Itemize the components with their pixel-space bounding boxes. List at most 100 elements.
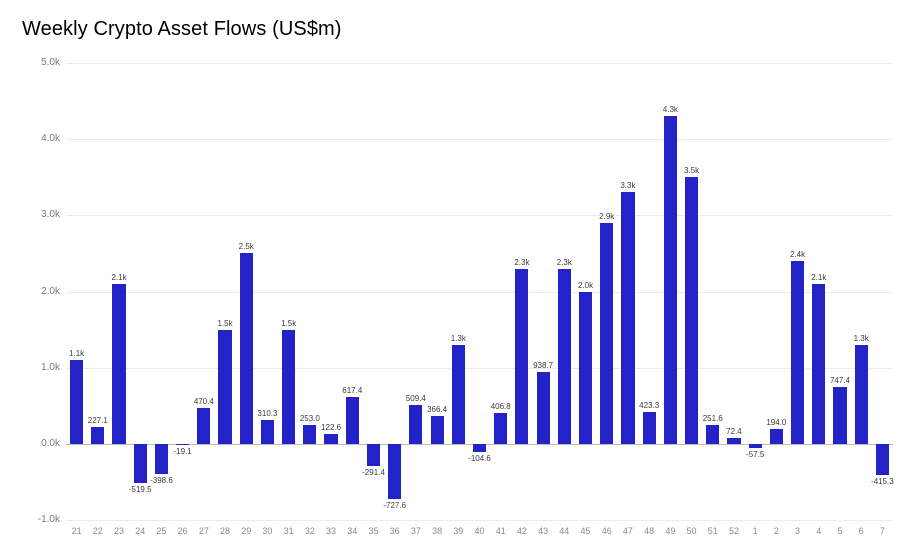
y-axis-label: 5.0k	[41, 57, 60, 68]
x-axis-tick: 33	[326, 526, 336, 536]
bar	[643, 412, 656, 444]
bar-value-label: -57.5	[746, 450, 764, 459]
bar-value-label: 2.3k	[557, 258, 572, 267]
bar-value-label: 938.7	[533, 361, 553, 370]
y-axis-label: -1.0k	[38, 514, 60, 525]
bar-value-label: 122.6	[321, 423, 341, 432]
x-axis-tick: 1	[753, 526, 758, 536]
y-gridline	[66, 368, 893, 369]
bar	[621, 192, 634, 443]
y-axis-label: 4.0k	[41, 133, 60, 144]
bar-value-label: 3.3k	[620, 181, 635, 190]
bar	[367, 444, 380, 466]
bar-value-label: -519.5	[129, 485, 152, 494]
x-axis-tick: 48	[644, 526, 654, 536]
x-axis-tick: 4	[816, 526, 821, 536]
x-axis-tick: 6	[859, 526, 864, 536]
bar-value-label: 2.3k	[514, 258, 529, 267]
bar-value-label: 423.3	[639, 401, 659, 410]
y-gridline	[66, 292, 893, 293]
bar	[388, 444, 401, 499]
x-axis-tick: 29	[241, 526, 251, 536]
bar-value-label: -291.4	[362, 468, 385, 477]
x-axis-tick: 24	[135, 526, 145, 536]
bar	[537, 372, 550, 443]
x-axis-tick: 38	[432, 526, 442, 536]
x-axis-tick: 42	[517, 526, 527, 536]
y-gridline	[66, 215, 893, 216]
x-axis-tick: 32	[305, 526, 315, 536]
bar	[176, 444, 189, 445]
bar	[303, 425, 316, 444]
bar-value-label: 2.0k	[578, 281, 593, 290]
bar	[515, 269, 528, 444]
bar-value-label: -398.6	[150, 476, 173, 485]
bar	[812, 284, 825, 444]
x-axis-tick: 23	[114, 526, 124, 536]
x-axis-tick: 49	[665, 526, 675, 536]
x-axis-tick: 25	[156, 526, 166, 536]
x-axis-tick: 45	[581, 526, 591, 536]
bar-value-label: 406.8	[491, 402, 511, 411]
bar	[473, 444, 486, 452]
bar	[452, 345, 465, 444]
bar-value-label: 72.4	[726, 427, 742, 436]
bar-value-label: -104.6	[468, 454, 491, 463]
bar-value-label: 1.5k	[281, 319, 296, 328]
x-axis-tick: 35	[368, 526, 378, 536]
bar	[833, 387, 846, 444]
bar	[324, 434, 337, 443]
bar	[261, 420, 274, 444]
x-axis-tick: 47	[623, 526, 633, 536]
bar	[494, 413, 507, 444]
x-axis-tick: 5	[837, 526, 842, 536]
bar-value-label: 3.5k	[684, 166, 699, 175]
bar	[218, 330, 231, 444]
bar-value-label: -415.3	[871, 477, 894, 486]
bar	[600, 223, 613, 444]
bar	[749, 444, 762, 448]
bar-value-label: -727.6	[383, 501, 406, 510]
bar-value-label: 2.9k	[599, 212, 614, 221]
x-axis-tick: 36	[390, 526, 400, 536]
bar	[770, 429, 783, 444]
bar-value-label: 470.4	[194, 397, 214, 406]
bar	[855, 345, 868, 444]
x-axis-tick: 44	[559, 526, 569, 536]
bar	[727, 438, 740, 444]
bar	[197, 408, 210, 444]
x-axis-tick: 52	[729, 526, 739, 536]
x-axis-tick: 31	[284, 526, 294, 536]
y-gridline	[66, 139, 893, 140]
x-axis-tick: 27	[199, 526, 209, 536]
bar	[134, 444, 147, 484]
bar-value-label: 1.5k	[217, 319, 232, 328]
y-gridline	[66, 520, 893, 521]
bar	[791, 261, 804, 444]
bar-value-label: 747.4	[830, 376, 850, 385]
bar	[112, 284, 125, 444]
y-axis-label: 0.0k	[41, 438, 60, 449]
bar-value-label: 253.0	[300, 414, 320, 423]
bar-value-label: 366.4	[427, 405, 447, 414]
bar-value-label: -19.1	[174, 447, 192, 456]
bar	[240, 253, 253, 443]
bar	[558, 269, 571, 444]
x-axis-tick: 39	[453, 526, 463, 536]
chart-title: Weekly Crypto Asset Flows (US$m)	[22, 18, 901, 41]
x-axis-tick: 51	[708, 526, 718, 536]
bar-value-label: 227.1	[88, 416, 108, 425]
x-axis-tick: 3	[795, 526, 800, 536]
bar-value-label: 2.1k	[111, 273, 126, 282]
x-axis-tick: 50	[687, 526, 697, 536]
bar-value-label: 251.6	[703, 414, 723, 423]
x-axis-tick: 37	[411, 526, 421, 536]
y-axis-label: 3.0k	[41, 209, 60, 220]
bar	[706, 425, 719, 444]
chart-plot-area: -1.0k0.0k1.0k2.0k3.0k4.0k5.0k1.1k21227.1…	[22, 49, 901, 544]
y-axis-label: 1.0k	[41, 362, 60, 373]
bar-value-label: 2.5k	[239, 242, 254, 251]
bar	[155, 444, 168, 474]
bar	[282, 330, 295, 444]
x-axis-tick: 34	[347, 526, 357, 536]
